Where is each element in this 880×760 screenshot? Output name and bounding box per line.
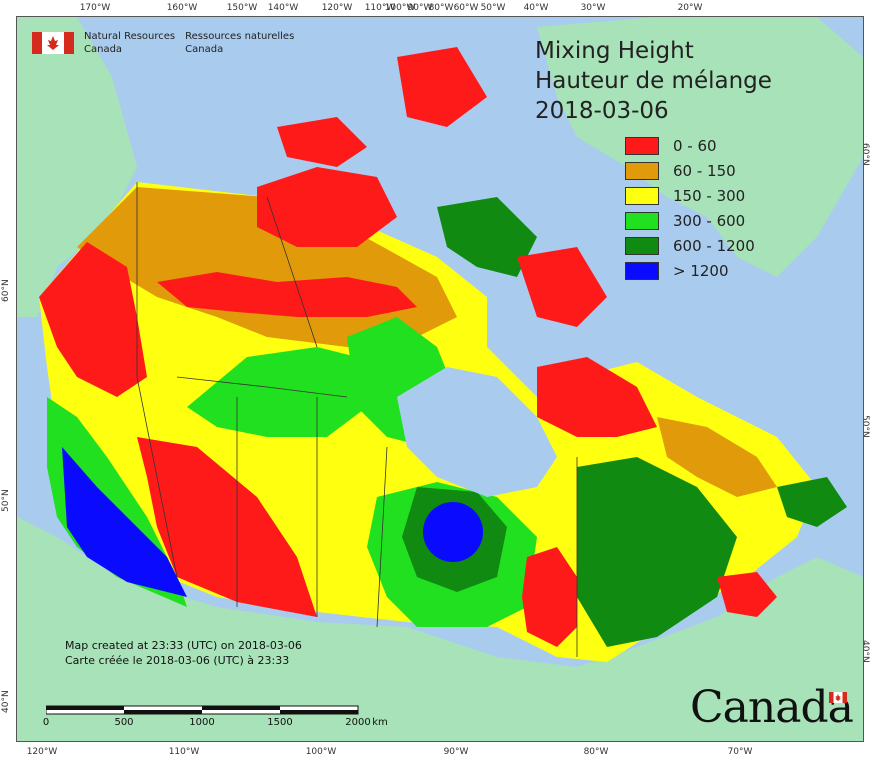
creation-note-en: Map created at 23:33 (UTC) on 2018-03-06 — [65, 639, 302, 652]
region-gt1200-ontario — [423, 502, 483, 562]
foreign-land — [17, 17, 863, 741]
canada-flag-icon — [32, 32, 74, 54]
tick-label: 80°W — [583, 747, 609, 757]
legend-swatch — [625, 211, 659, 230]
tick-label: 40°W — [523, 3, 549, 13]
title-date: 2018-03-06 — [535, 98, 669, 124]
scale-unit: km — [372, 717, 388, 728]
region-0-60-prairies — [137, 437, 317, 617]
legend: 0 - 60 60 - 150 150 - 300 300 - 600 600 … — [625, 133, 755, 283]
legend-label: 300 - 600 — [673, 211, 746, 230]
region-60-150-labrador — [657, 417, 777, 497]
scale-label: 2000 — [345, 717, 371, 728]
scale-label: 500 — [114, 717, 134, 728]
legend-item: > 1200 — [625, 258, 755, 283]
tick-label: 90°W — [443, 747, 469, 757]
legend-item: 600 - 1200 — [625, 233, 755, 258]
scale-label: 1500 — [267, 717, 293, 728]
tick-label: 60°W — [453, 3, 479, 13]
tick-label: 30°W — [580, 3, 606, 13]
legend-swatch — [625, 186, 659, 205]
creation-note: Map created at 23:33 (UTC) on 2018-03-06… — [65, 638, 302, 668]
region-0-60-ellesmere — [397, 47, 487, 127]
region-0-60-james-bay — [522, 547, 577, 647]
tick-label: 80°W — [428, 3, 454, 13]
tick-label: 50°N — [1, 489, 11, 512]
tick-label: 150°W — [226, 3, 258, 13]
region-600-1200-quebec — [577, 457, 737, 647]
tick-label: 110°W — [168, 747, 200, 757]
tick-label: 140°W — [267, 3, 299, 13]
legend-swatch — [625, 136, 659, 155]
tick-label: 20°W — [677, 3, 703, 13]
tick-label: 70°W — [727, 747, 753, 757]
legend-swatch — [625, 261, 659, 280]
boundary-nwt-nu — [266, 196, 318, 348]
wordmark-flag-icon — [829, 692, 847, 703]
legend-swatch — [625, 161, 659, 180]
scale-label: 0 — [42, 717, 50, 728]
region-0-60-nwt — [157, 272, 417, 317]
map-svg — [17, 17, 863, 741]
region-0-60-island-1 — [257, 167, 397, 247]
hudson-bay — [397, 367, 557, 497]
legend-label: 60 - 150 — [673, 161, 736, 180]
legend-label: > 1200 — [673, 261, 729, 280]
tick-label: 90°W — [407, 3, 433, 13]
canada-regions — [39, 47, 847, 662]
canada-wordmark: Canada — [690, 682, 854, 733]
tick-label: 110°W — [364, 3, 396, 13]
region-0-60-maritimes — [717, 572, 777, 617]
map-title: Mixing Height Hauteur de mélange 2018-03… — [535, 36, 772, 126]
legend-label: 600 - 1200 — [673, 236, 755, 255]
legend-swatch — [625, 236, 659, 255]
agency-name-fr: Ressources naturelles Canada — [185, 31, 295, 55]
tick-label: 40°N — [1, 690, 11, 713]
region-0-60-yukon — [39, 242, 147, 397]
agency-signature: Natural Resources Canada Ressources natu… — [32, 30, 294, 56]
legend-item: 0 - 60 — [625, 133, 755, 158]
tick-label: 100°W — [384, 3, 416, 13]
tick-label: 50°W — [480, 3, 506, 13]
title-fr: Hauteur de mélange — [535, 68, 772, 94]
tick-label: 120°W — [321, 3, 353, 13]
region-0-60-ungava — [537, 357, 657, 437]
region-600-1200-newfoundland — [777, 477, 847, 527]
title-en: Mixing Height — [535, 38, 694, 64]
boundary-yukon-bc — [136, 182, 178, 578]
tick-label: 100°W — [305, 747, 337, 757]
tick-label: 160°W — [166, 3, 198, 13]
tick-label: 60°N — [1, 279, 11, 302]
greenland — [537, 17, 863, 277]
region-gt1200-bc — [62, 447, 187, 597]
legend-item: 60 - 150 — [625, 158, 755, 183]
agency-name-en: Natural Resources Canada — [84, 31, 176, 55]
boundary-mb-on — [376, 446, 388, 628]
region-0-60-island-2 — [277, 117, 367, 167]
scale-label: 1000 — [189, 717, 215, 728]
creation-note-fr: Carte créée le 2018-03-06 (UTC) à 23:33 — [65, 654, 290, 667]
scale-bar-graphic — [45, 705, 359, 715]
region-600-1200-baffin — [437, 197, 537, 277]
tick-label: 170°W — [79, 3, 111, 13]
boundary-60n — [176, 376, 348, 398]
scale-bar: 0 500 1000 1500 2000 km — [42, 703, 388, 733]
legend-item: 150 - 300 — [625, 183, 755, 208]
legend-label: 0 - 60 — [673, 136, 717, 155]
provincial-boundaries — [136, 182, 578, 657]
alaska — [17, 17, 137, 317]
legend-item: 300 - 600 — [625, 208, 755, 233]
region-300-600-central — [187, 347, 367, 437]
tick-label: 120°W — [26, 747, 58, 757]
region-0-60-baffin-south — [517, 247, 607, 327]
map-area[interactable] — [16, 16, 864, 742]
usa — [17, 517, 863, 741]
legend-label: 150 - 300 — [673, 186, 746, 205]
